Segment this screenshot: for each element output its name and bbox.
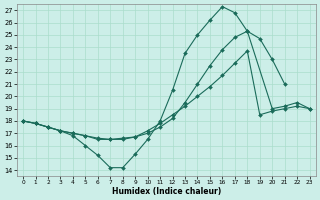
X-axis label: Humidex (Indice chaleur): Humidex (Indice chaleur) bbox=[112, 187, 221, 196]
